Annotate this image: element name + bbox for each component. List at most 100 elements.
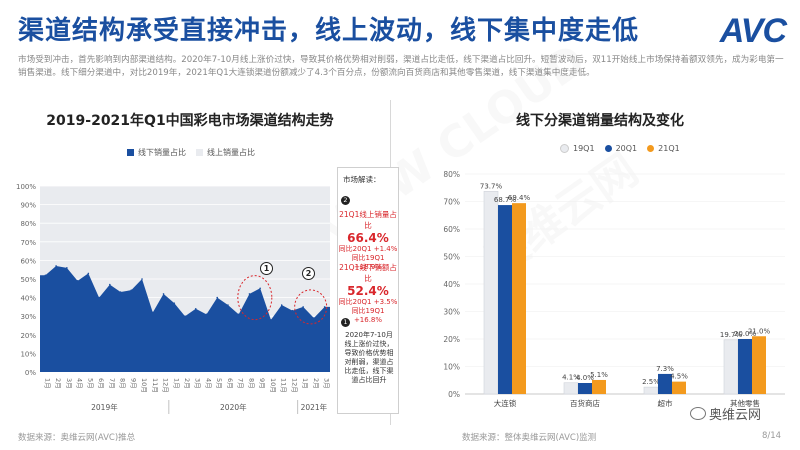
x-tick-label: 5月 xyxy=(215,378,223,389)
bar xyxy=(512,203,526,394)
annotation-ellipse-1 xyxy=(237,275,273,321)
x-tick-label: 9月 xyxy=(258,378,266,389)
x-tick-label: 2月 xyxy=(183,378,191,389)
data-label: 69.4% xyxy=(508,194,531,202)
year-label: 2020年 xyxy=(220,402,247,412)
offline-share-point xyxy=(280,304,283,306)
offline-share-point xyxy=(205,313,208,316)
legend-label-21q1: 21Q1 xyxy=(658,144,680,153)
x-tick-label: 9月 xyxy=(129,378,137,389)
bar xyxy=(498,205,512,394)
y-tick-label: 0% xyxy=(448,390,460,399)
bar xyxy=(563,382,579,395)
legend-label-online: 线上销量占比 xyxy=(207,148,255,157)
x-tick-label: 5月 xyxy=(86,378,94,389)
annotation-marker-1: 1 xyxy=(260,262,273,275)
offline-share-point xyxy=(323,306,326,308)
data-label: 4.1% xyxy=(562,374,580,382)
wechat-account-name: 奥维云网 xyxy=(709,408,762,423)
category-label: 其他零售 xyxy=(730,398,760,408)
annotation-ellipse-2 xyxy=(294,289,328,325)
x-tick-label: 1月 xyxy=(43,378,51,389)
offline-share-point xyxy=(302,306,304,308)
data-label: 7.3% xyxy=(656,365,674,373)
annotation-marker-2: 2 xyxy=(302,267,315,280)
panel-number-2: 2 xyxy=(341,196,350,205)
right-bar-chart: 0% 10% 20% 30% 40% 50% 60% 70% 80% 73.7% 68.7%69.4… xyxy=(443,170,785,408)
y-tick-label: 40% xyxy=(443,280,460,289)
category-label: 百货商店 xyxy=(570,398,600,408)
offline-share-area xyxy=(40,265,330,372)
bar xyxy=(752,336,766,394)
bar xyxy=(723,339,739,395)
wechat-icon xyxy=(690,407,706,420)
offline-share-point xyxy=(173,302,176,304)
y-tick-label: 90% xyxy=(20,202,36,210)
bar xyxy=(483,191,499,395)
legend-label-19q1: 19Q1 xyxy=(573,144,595,153)
y-tick-label: 70% xyxy=(443,198,460,207)
page-description: 市场受到冲击，首先影响到内部渠道结构。2020年7-10月线上涨价过快，导致其价… xyxy=(18,55,784,78)
y-tick-label: 30% xyxy=(443,308,460,317)
offline-share-point xyxy=(76,280,79,282)
x-tick-label: 6月 xyxy=(97,378,105,389)
offline-share-point xyxy=(162,293,165,295)
data-label: 20.0% xyxy=(734,330,757,338)
legend-label-offline: 线下销量占比 xyxy=(138,148,186,157)
offline-share-point xyxy=(87,272,90,275)
offline-share-point xyxy=(194,307,197,310)
x-tick-label: 4月 xyxy=(76,378,84,389)
block1-line2: 同比19Q1 +18.9% xyxy=(351,254,385,271)
block2-value: 52.4% xyxy=(347,284,389,298)
y-tick-label: 80% xyxy=(443,170,460,179)
bar xyxy=(658,373,672,394)
y-tick-label: 30% xyxy=(20,313,36,321)
x-tick-label: 12月 xyxy=(290,378,298,393)
legend-swatch-online xyxy=(196,149,203,156)
x-tick-label: 3月 xyxy=(65,378,73,389)
y-tick-label: 20% xyxy=(20,332,36,340)
offline-share-point xyxy=(119,291,122,293)
data-label: 5.1% xyxy=(590,371,608,379)
x-tick-label: 8月 xyxy=(119,378,127,389)
y-tick-label: 40% xyxy=(20,295,36,303)
y-tick-label: 20% xyxy=(443,335,460,344)
x-tick-label: 11月 xyxy=(280,378,288,393)
page-title: 渠道结构承受直接冲击，线上波动，线下集中度走低 xyxy=(18,16,640,46)
offline-share-point xyxy=(66,267,68,269)
y-tick-label: 50% xyxy=(20,276,36,284)
x-tick-label: 1月 xyxy=(301,378,309,389)
left-chart-title: 2019-2021年Q1中国彩电市场渠道结构走势 xyxy=(46,113,334,129)
year-label: 2021年 xyxy=(301,402,328,412)
x-tick-label: 8月 xyxy=(247,378,255,389)
y-tick-label: 0% xyxy=(25,369,36,377)
x-tick-label: 10月 xyxy=(140,378,148,393)
x-tick-label: 10月 xyxy=(269,378,277,393)
y-tick-label: 60% xyxy=(443,225,460,234)
offline-share-point xyxy=(313,317,315,319)
panel-number-1: 1 xyxy=(341,318,350,327)
legend-swatch-offline xyxy=(127,149,134,156)
y-tick-label: 60% xyxy=(20,257,36,265)
legend-swatch-19q1 xyxy=(560,144,569,153)
offline-share-point xyxy=(216,296,219,299)
bar xyxy=(578,383,592,394)
panel-header: 市场解读： xyxy=(343,175,381,184)
data-label: 4.5% xyxy=(670,373,688,381)
wechat-badge: 奥维云网 xyxy=(690,404,761,423)
panel-note: 2020年7-10月线上涨价过快，导致价格优势相对削弱，渠道占比走低，线下渠道占… xyxy=(344,331,394,384)
y-tick-label: 10% xyxy=(20,350,36,358)
block1-value: 66.4% xyxy=(347,231,389,245)
block2-title: 21Q1线下销额占比 xyxy=(339,263,397,283)
block2-line1: 同比20Q1 +3.5% xyxy=(338,298,398,306)
x-tick-label: 12月 xyxy=(162,378,170,393)
x-tick-label: 3月 xyxy=(194,378,202,389)
category-label: 超市 xyxy=(658,398,673,408)
left-legend: 线下销量占比 线上销量占比 xyxy=(127,147,255,158)
footer-source-left: 数据来源：奥维云网(AVC)推总 xyxy=(18,433,136,443)
x-tick-label: 11月 xyxy=(151,378,159,393)
data-label: 73.7% xyxy=(480,182,503,190)
year-label: 2019年 xyxy=(91,402,118,412)
offline-share-point xyxy=(291,309,294,312)
data-label: 4.0% xyxy=(576,374,594,382)
